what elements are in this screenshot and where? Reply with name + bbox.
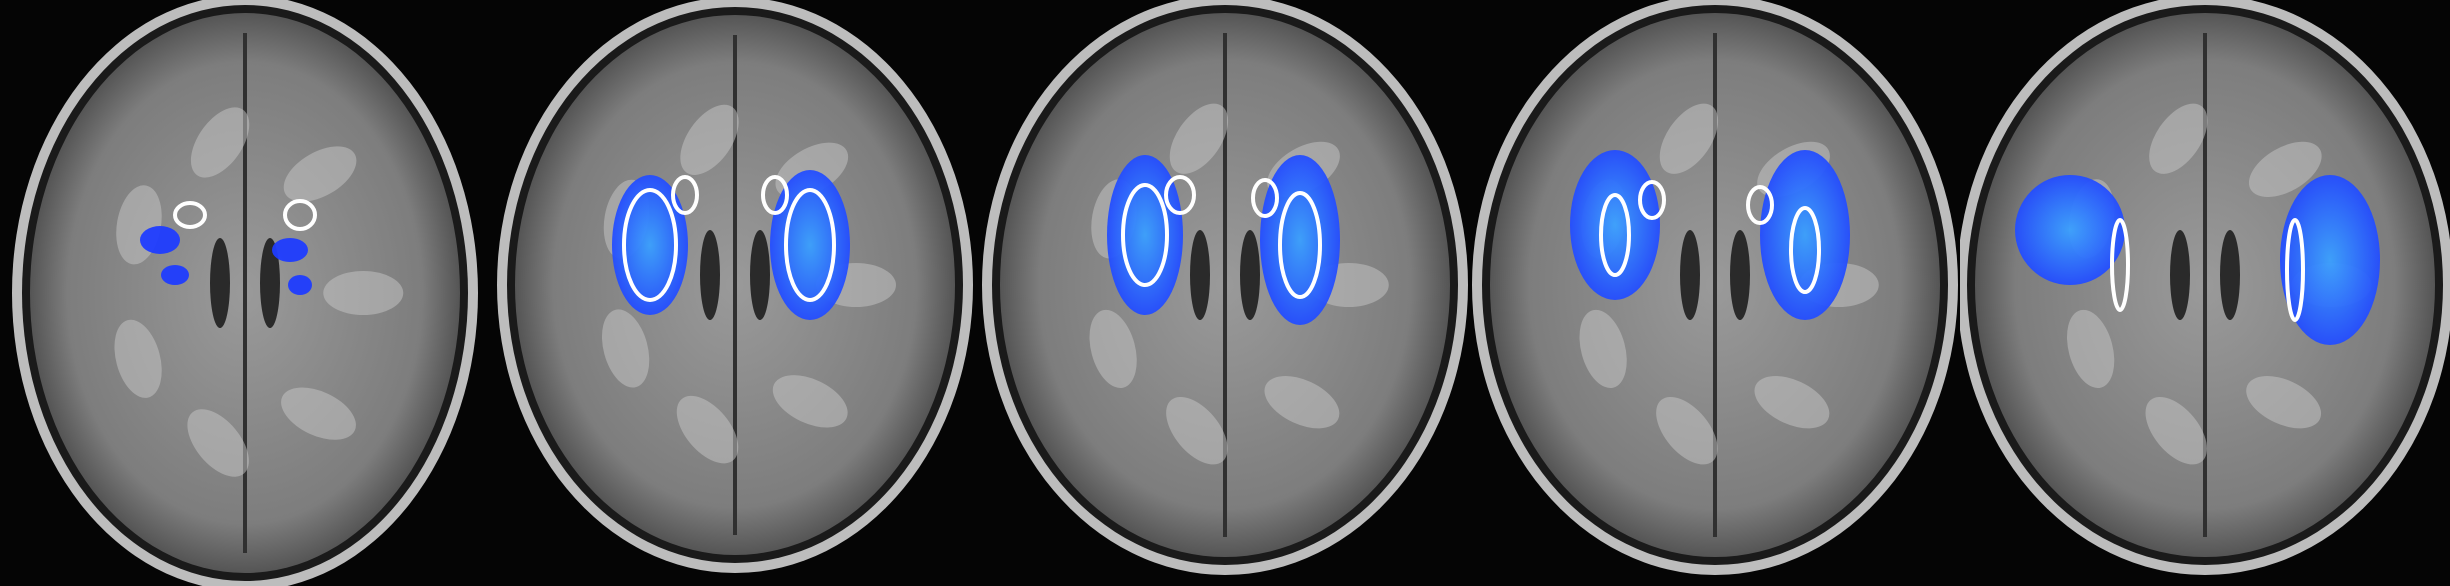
white-matter-region <box>680 104 739 175</box>
left-ventricle <box>1680 230 1700 320</box>
activation-cluster <box>2015 175 2125 285</box>
activation-cluster <box>1260 155 1340 325</box>
left-ventricle <box>2170 230 2190 320</box>
activation-cluster <box>770 170 850 320</box>
white-matter-region <box>1169 103 1229 174</box>
activation-cluster <box>288 275 312 295</box>
left-ventricle <box>700 230 720 320</box>
roi-outline <box>2285 218 2305 322</box>
mri-slice-panel-1 <box>0 0 490 586</box>
white-matter-region <box>323 271 404 315</box>
white-matter-region <box>283 146 357 202</box>
right-ventricle <box>750 230 770 320</box>
white-matter-region <box>676 395 739 464</box>
white-matter-region <box>1089 309 1137 388</box>
right-ventricle <box>1730 230 1750 320</box>
mri-slice-panel-2 <box>490 0 980 586</box>
white-matter-region <box>1656 396 1718 465</box>
roi-outline <box>283 199 317 231</box>
white-matter-region <box>772 375 848 428</box>
white-matter-region <box>1659 103 1719 174</box>
white-matter-region <box>281 387 356 440</box>
white-matter-region <box>2066 309 2115 388</box>
brain-slice-image <box>1960 0 2450 575</box>
activation-cluster <box>140 226 180 254</box>
roi-outline <box>1789 206 1821 294</box>
white-matter-region <box>1754 376 1830 429</box>
activation-cluster <box>1760 150 1850 320</box>
roi-outline <box>1251 178 1279 218</box>
white-matter-region <box>2246 376 2322 429</box>
brain-slice-image <box>1472 0 1958 575</box>
white-matter-region <box>1166 396 1228 465</box>
white-matter-region <box>2248 141 2322 198</box>
roi-outline <box>1278 191 1322 299</box>
roi-outline <box>784 188 836 302</box>
roi-outline <box>1638 180 1666 220</box>
mri-slice-panel-4 <box>1470 0 1960 586</box>
activation-cluster <box>2280 175 2380 345</box>
left-ventricle <box>1190 230 1210 320</box>
mri-slice-panel-5 <box>1960 0 2450 586</box>
roi-outline <box>622 188 678 302</box>
white-matter-region <box>1579 309 1627 388</box>
white-matter-region <box>1264 376 1340 429</box>
roi-outline <box>173 201 207 229</box>
brain-slice-image <box>12 0 478 586</box>
white-matter-region <box>190 107 250 178</box>
activation-cluster <box>1570 150 1660 300</box>
white-matter-region <box>114 319 162 398</box>
white-matter-region <box>601 309 650 388</box>
white-matter-region <box>187 409 249 477</box>
brain-slice-image <box>497 0 973 573</box>
activation-cluster <box>272 238 308 262</box>
right-ventricle <box>260 238 280 328</box>
roi-outline <box>1164 175 1196 215</box>
roi-outline <box>1746 185 1774 225</box>
mri-slice-panel-3 <box>980 0 1470 586</box>
left-ventricle <box>210 238 230 328</box>
roi-outline <box>761 175 789 215</box>
white-matter-region <box>2145 396 2208 465</box>
right-ventricle <box>1240 230 1260 320</box>
roi-outline <box>671 175 699 215</box>
roi-outline <box>1121 183 1169 287</box>
roi-outline <box>1599 193 1631 277</box>
roi-outline <box>2110 218 2130 312</box>
brain-slice-image <box>982 0 1468 575</box>
white-matter-region <box>2149 103 2208 174</box>
right-ventricle <box>2220 230 2240 320</box>
activation-cluster <box>161 265 189 285</box>
